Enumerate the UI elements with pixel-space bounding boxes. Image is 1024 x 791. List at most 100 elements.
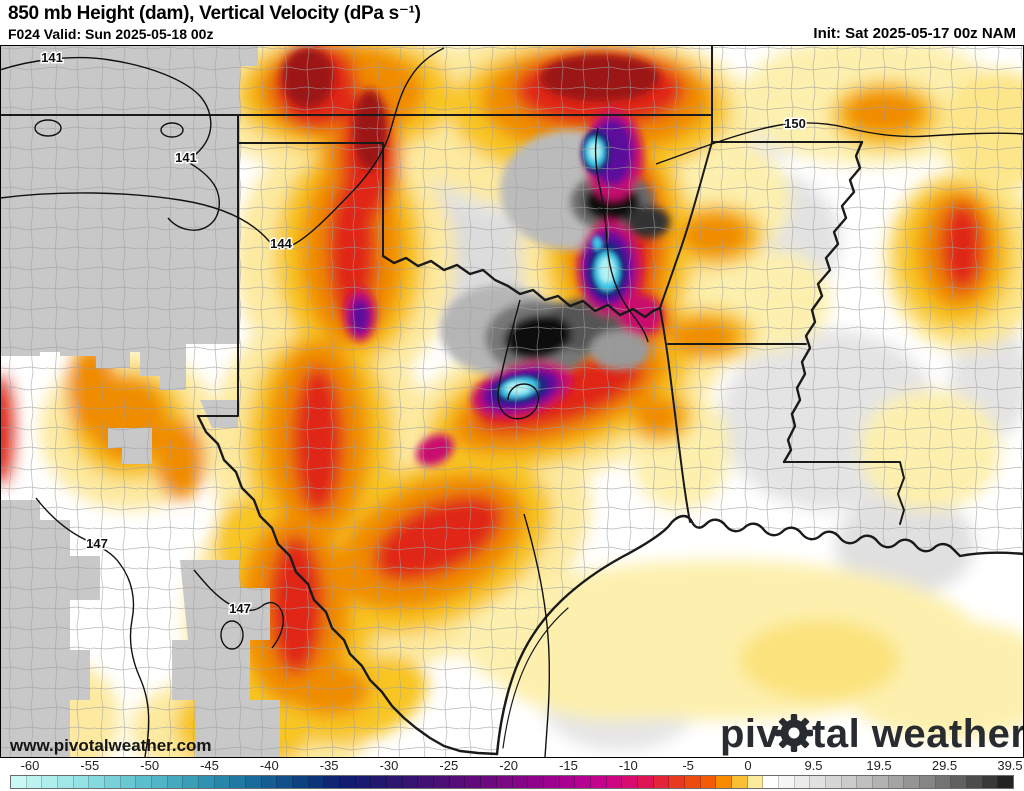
- colorbar-bar: [10, 775, 1014, 789]
- colorbar-cell: [277, 776, 294, 788]
- colorbar-cell: [669, 776, 685, 788]
- colorbar-cell: [951, 776, 967, 788]
- colorbar-cell: [543, 776, 560, 788]
- colorbar-cell: [418, 776, 435, 788]
- colorbar-cell: [998, 776, 1013, 788]
- colorbar-tick-label: -40: [259, 758, 279, 773]
- colorbar-cell: [825, 776, 842, 788]
- watermark-text: www.pivotalweather.com: [9, 736, 212, 755]
- state-borders: [0, 44, 1024, 756]
- colorbar-cell: [230, 776, 247, 788]
- weather-map-svg: 141 141 144 147 147 150 www.pivotalweath…: [0, 25, 1024, 790]
- colorbar-tick-label: 19.5: [866, 758, 892, 773]
- colorbar-tick-label: -55: [80, 758, 100, 773]
- colorbar-cell: [246, 776, 262, 788]
- colorbar-cell: [904, 776, 920, 788]
- colorbar-cell: [73, 776, 90, 788]
- colorbar-cell: [919, 776, 936, 788]
- colorbar-cell: [465, 776, 482, 788]
- colorbar-cell: [183, 776, 200, 788]
- colorbar-cell: [731, 776, 748, 788]
- colorbar-cell: [622, 776, 638, 788]
- colorbar-tick-label: -60: [20, 758, 40, 773]
- gear-icon: [775, 714, 813, 752]
- border-ok-east: [659, 141, 713, 309]
- colorbar-cell: [120, 776, 137, 788]
- map-header: 850 mb Height (dam), Vertical Velocity (…: [0, 0, 1024, 45]
- colorbar-tick-label: 0: [744, 758, 752, 773]
- colorbar-cell: [857, 776, 873, 788]
- colorbar-cell: [606, 776, 623, 788]
- colorbar-cell: [966, 776, 983, 788]
- colorbar-tick-label: -15: [559, 758, 578, 773]
- map-title: 850 mb Height (dam), Vertical Velocity (…: [8, 3, 421, 24]
- colorbar-cell: [387, 776, 403, 788]
- colorbar-cell: [355, 776, 372, 788]
- colorbar-cell: [293, 776, 309, 788]
- colorbar-cell: [763, 776, 779, 788]
- colorbar-tick-label: -35: [319, 758, 339, 773]
- contour-label-group: 141 141 144 147 147 150: [40, 49, 808, 618]
- init-time-label: Init: Sat 2025-05-17 00z NAM: [813, 25, 1016, 42]
- valid-time-label: F024 Valid: Sun 2025-05-18 00z: [8, 26, 214, 42]
- colorbar-cell: [841, 776, 858, 788]
- colorbar-cell: [700, 776, 717, 788]
- colorbar-cell: [982, 776, 999, 788]
- colorbar-tick-label: 39.5: [997, 758, 1023, 773]
- colorbar-cell: [167, 776, 184, 788]
- logo-text-part1: piv: [720, 712, 780, 756]
- colorbar-cell: [214, 776, 231, 788]
- height-contours: [0, 47, 1024, 758]
- colorbar-cell: [684, 776, 701, 788]
- red-river: [381, 254, 662, 319]
- colorbar-cell: [810, 776, 826, 788]
- border-la-ms: [783, 461, 905, 525]
- colorbar-tick-label: -20: [499, 758, 519, 773]
- barrier-island: [502, 607, 569, 749]
- contour-label: 141: [175, 150, 197, 165]
- colorbar-tick-label: -45: [200, 758, 219, 773]
- rio-grande: [196, 414, 499, 756]
- colorbar-cell: [575, 776, 591, 788]
- colorbar-cell: [89, 776, 106, 788]
- contour-label: 150: [784, 116, 806, 131]
- colorbar-cell: [136, 776, 153, 788]
- colorbar: -60 -55 -50 -45 -40 -35 -30 -25 -20 -15 -10 -5 0 9.5 1…: [0, 758, 1024, 791]
- colorbar-cell: [261, 776, 278, 788]
- colorbar-tick-label: -25: [439, 758, 459, 773]
- colorbar-cell: [481, 776, 497, 788]
- map-canvas: 141 141 144 147 147 150 www.pivotalweath…: [0, 25, 1024, 790]
- colorbar-cell: [716, 776, 732, 788]
- colorbar-cell: [778, 776, 795, 788]
- colorbar-cell: [42, 776, 59, 788]
- colorbar-cell: [324, 776, 341, 788]
- logo-text-part2: tal weather: [812, 712, 1024, 756]
- colorbar-cell: [449, 776, 466, 788]
- colorbar-cell: [528, 776, 544, 788]
- colorbar-cell: [637, 776, 654, 788]
- border-tx-east: [659, 307, 691, 523]
- colorbar-cell: [26, 776, 43, 788]
- colorbar-tick-label: 9.5: [804, 758, 823, 773]
- colorbar-cell: [888, 776, 905, 788]
- contour-label: 147: [229, 601, 251, 616]
- colorbar-cell: [105, 776, 121, 788]
- contour-label: 147: [86, 536, 108, 551]
- colorbar-tick-label: -30: [379, 758, 399, 773]
- border-nm-tx: [197, 114, 239, 417]
- colorbar-cell: [559, 776, 576, 788]
- colorbar-cell: [152, 776, 168, 788]
- contour-label: 141: [41, 50, 63, 65]
- colorbar-cell: [653, 776, 670, 788]
- colorbar-tick-label: 29.5: [931, 758, 958, 773]
- colorbar-cell: [434, 776, 450, 788]
- colorbar-cell: [58, 776, 74, 788]
- colorbar-cell: [512, 776, 529, 788]
- border-tx-panhandle: [237, 142, 384, 257]
- logo: piv tal weather: [720, 712, 1024, 756]
- contour-label: 144: [270, 236, 292, 251]
- colorbar-cell: [402, 776, 419, 788]
- gulf-coastline: [495, 514, 1024, 756]
- colorbar-cell: [371, 776, 388, 788]
